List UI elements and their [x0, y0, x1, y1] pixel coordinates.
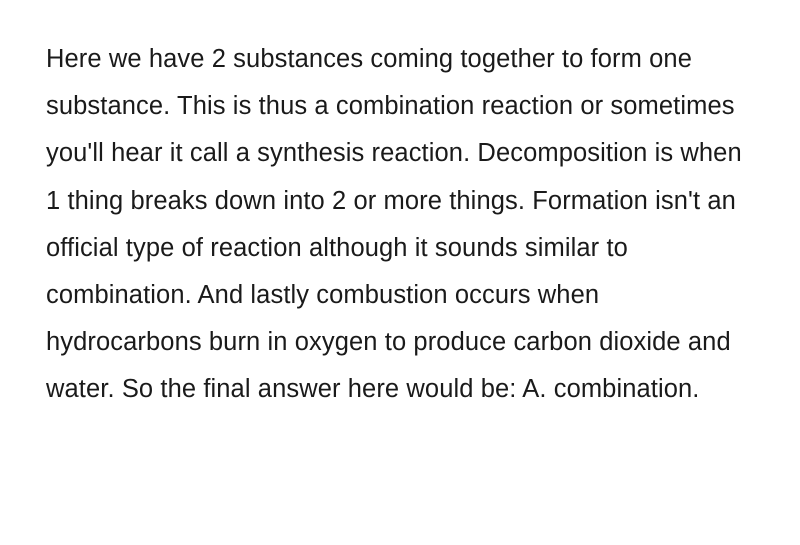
explanation-paragraph: Here we have 2 substances coming togethe…	[46, 36, 754, 413]
